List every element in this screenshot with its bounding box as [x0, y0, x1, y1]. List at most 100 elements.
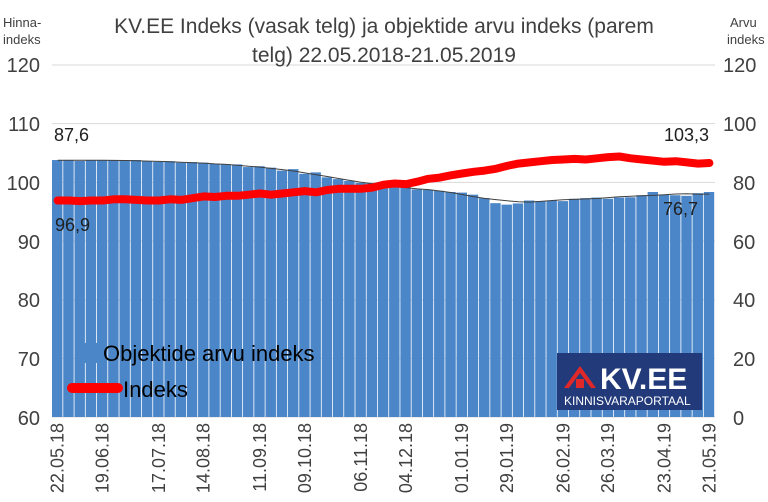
bar	[557, 201, 569, 417]
bar	[175, 162, 187, 417]
bar	[703, 192, 715, 417]
x-tick-label: 29.01.19	[497, 423, 517, 493]
y-axis-right-ticks: 120 100 80 60 40 20 0	[723, 55, 756, 430]
legend: Objektide arvu indeks Indeks	[67, 341, 315, 402]
bar	[276, 170, 288, 417]
bar	[389, 185, 400, 417]
bar	[52, 160, 63, 418]
bar	[377, 187, 389, 417]
y-right-tick-label: 80	[733, 173, 755, 195]
x-tick-label: 11.09.18	[250, 423, 270, 492]
bar	[209, 163, 220, 417]
bar	[344, 180, 355, 417]
y-right-tick-label: 0	[733, 408, 744, 430]
bar	[613, 197, 625, 417]
bar	[456, 192, 467, 417]
bar	[85, 160, 97, 418]
bar-series-objektide-arvu-indeks	[52, 160, 715, 418]
line-first-value-label: 96,9	[55, 215, 90, 235]
bar	[366, 182, 378, 417]
bar	[411, 189, 423, 417]
bar	[321, 177, 333, 417]
house-icon-door	[576, 379, 584, 388]
x-tick-label: 04.12.18	[396, 423, 416, 493]
bar	[479, 198, 490, 417]
bar	[434, 190, 445, 417]
bar	[535, 201, 546, 417]
y-left-tick-label: 120	[7, 55, 40, 77]
bar	[490, 203, 501, 417]
y-axis-right-label-line-1: Arvu	[730, 15, 757, 30]
x-tick-label: 26.03.19	[598, 423, 618, 493]
bar	[299, 173, 310, 417]
bar	[119, 160, 130, 417]
bar-last-value-label: 76,7	[663, 199, 698, 219]
y-left-tick-label: 60	[18, 408, 40, 430]
y-left-tick-label: 80	[18, 290, 40, 312]
y-axis-right-label-line-2: indeks	[727, 32, 765, 47]
bar	[141, 161, 153, 417]
line-series-indeks	[53, 152, 714, 206]
bar	[198, 162, 209, 417]
bar	[445, 192, 456, 417]
x-tick-label: 21.05.19	[699, 423, 719, 493]
y-left-tick-label: 100	[7, 173, 40, 195]
bar	[96, 160, 108, 418]
bar	[591, 197, 602, 417]
bar-first-value-label: 87,6	[54, 125, 89, 145]
kv-ee-logo: KV.EE KINNISVARAPORTAAL	[557, 353, 702, 410]
logo-brand: KV.EE	[600, 363, 687, 396]
bar	[130, 160, 142, 418]
bar	[501, 204, 512, 417]
bar	[74, 160, 85, 418]
bar	[692, 193, 703, 417]
bar	[658, 194, 670, 417]
y-axis-left-ticks: 120 110 100 90 80 70 60	[7, 55, 40, 430]
bar	[310, 172, 321, 417]
bar	[243, 167, 254, 417]
chart-title-line-1: KV.EE Indeks (vasak telg) ja objektide a…	[114, 15, 654, 38]
bar	[580, 198, 591, 417]
logo-tagline: KINNISVARAPORTAAL	[564, 394, 691, 408]
x-tick-label: 01.01.19	[452, 423, 472, 493]
bar	[153, 161, 164, 417]
bar	[332, 179, 344, 417]
bar	[164, 161, 175, 417]
bar	[681, 195, 692, 417]
y-right-tick-label: 100	[723, 114, 756, 136]
house-icon	[564, 366, 596, 388]
bar	[568, 198, 580, 417]
y-left-tick-label: 90	[18, 232, 40, 254]
bar	[422, 189, 434, 417]
legend-bar-swatch	[79, 343, 99, 363]
x-tick-label: 19.06.18	[93, 423, 113, 493]
x-tick-label: 17.07.18	[149, 423, 169, 493]
legend-line-label: Indeks	[123, 377, 188, 402]
bar	[670, 195, 681, 417]
y-right-tick-label: 60	[733, 232, 755, 254]
bar	[647, 192, 659, 417]
legend-bar-label: Objektide arvu indeks	[103, 341, 315, 366]
bar	[108, 160, 119, 418]
bar	[231, 164, 243, 417]
y-right-tick-label: 40	[733, 290, 755, 312]
bar	[625, 197, 636, 417]
bar	[63, 160, 74, 418]
bar	[287, 169, 299, 417]
x-tick-label: 23.04.19	[654, 423, 674, 493]
chart-title-line-2: telg) 22.05.2018-21.05.2019	[252, 44, 516, 67]
bar	[523, 200, 535, 417]
y-left-tick-label: 110	[8, 114, 40, 136]
bar	[602, 198, 614, 417]
y-right-tick-label: 20	[733, 349, 755, 371]
x-tick-label: 26.02.19	[553, 423, 573, 493]
x-tick-label: 09.10.18	[295, 423, 315, 493]
bar	[220, 164, 231, 417]
bar	[636, 195, 647, 417]
bar	[254, 166, 265, 417]
x-tick-label: 06.11.18	[351, 423, 371, 492]
bar	[546, 200, 557, 417]
y-axis-left-label-line-1: Hinna-	[3, 15, 41, 30]
bar	[355, 182, 366, 417]
